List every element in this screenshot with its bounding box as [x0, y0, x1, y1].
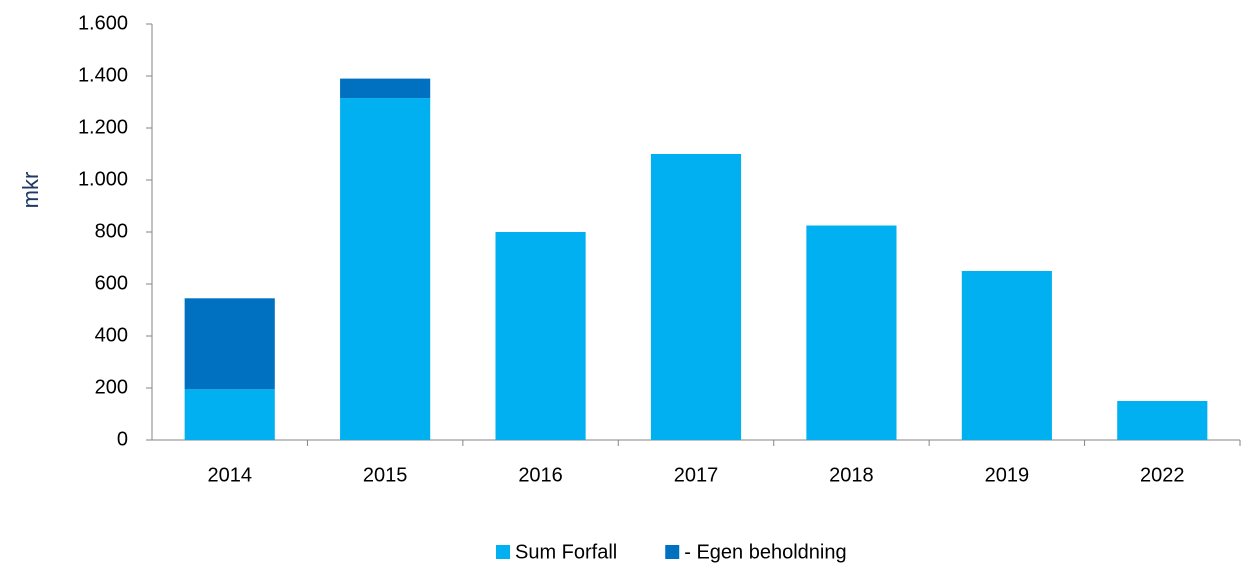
- legend-swatch: [496, 545, 510, 559]
- y-tick-label: 1.000: [78, 168, 128, 190]
- bar: [184, 298, 275, 390]
- y-tick-label: 1.600: [78, 12, 128, 34]
- x-tick-label: 2017: [674, 464, 719, 486]
- bar: [495, 232, 586, 440]
- y-axis-label: mkr: [18, 172, 43, 209]
- y-tick-label: 400: [95, 324, 128, 346]
- y-tick-label: 600: [95, 272, 128, 294]
- bar: [1117, 401, 1208, 440]
- y-tick-label: 0: [117, 428, 128, 450]
- x-tick-label: 2014: [207, 464, 252, 486]
- bar: [184, 389, 275, 440]
- y-tick-label: 200: [95, 376, 128, 398]
- y-tick-label: 1.200: [78, 116, 128, 138]
- x-tick-label: 2015: [363, 464, 408, 486]
- legend-label: - Egen beholdning: [684, 541, 846, 563]
- bar: [806, 225, 897, 440]
- bar: [961, 271, 1052, 440]
- x-tick-label: 2018: [829, 464, 874, 486]
- x-tick-label: 2016: [518, 464, 563, 486]
- bar: [650, 154, 742, 440]
- bar: [340, 98, 431, 440]
- bar: [340, 78, 431, 99]
- legend-label: Sum Forfall: [515, 541, 617, 563]
- x-tick-label: 2019: [985, 464, 1030, 486]
- x-tick-label: 2022: [1140, 464, 1185, 486]
- legend-swatch: [665, 545, 680, 559]
- y-tick-label: 1.400: [78, 64, 128, 86]
- y-tick-label: 800: [95, 220, 128, 242]
